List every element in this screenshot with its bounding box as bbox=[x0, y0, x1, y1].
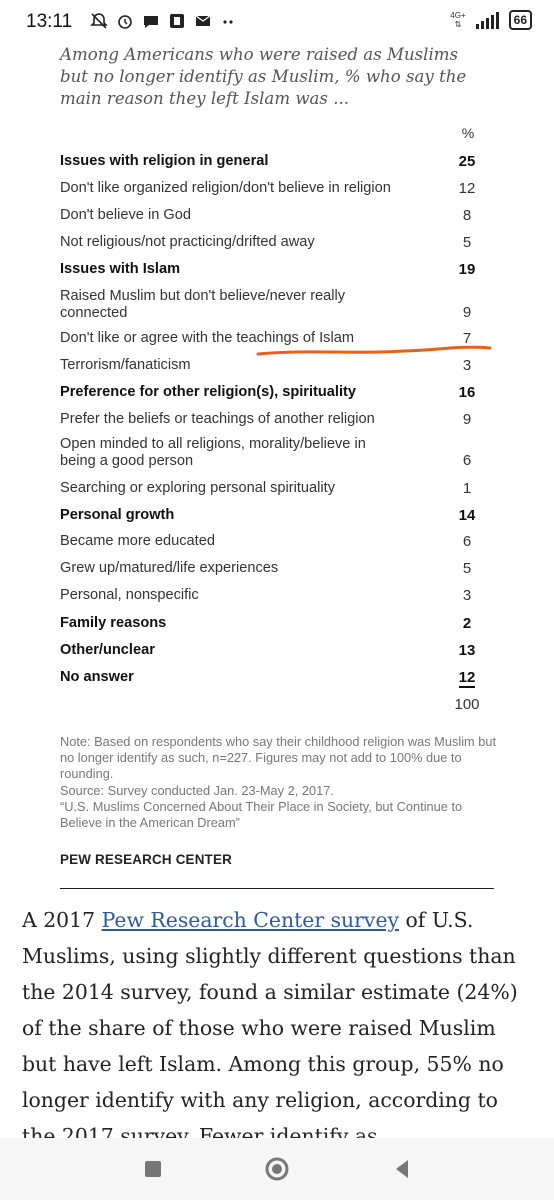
row-value: 14 bbox=[458, 507, 476, 524]
percent-header: % bbox=[461, 125, 475, 141]
total-value: 100 bbox=[454, 696, 480, 713]
network-indicator: 4G+ ⇅ bbox=[450, 11, 466, 29]
recent-apps-icon[interactable] bbox=[140, 1156, 166, 1182]
row-value: 2 bbox=[462, 615, 472, 632]
row-label: Open minded to all religions, morality/b… bbox=[60, 436, 366, 469]
row-label: Not religious/not practicing/drifted awa… bbox=[60, 234, 315, 250]
row-label: Family reasons bbox=[60, 615, 167, 631]
row-value: 12 bbox=[450, 669, 484, 688]
row-value: 6 bbox=[462, 533, 472, 550]
chat-bubble-icon bbox=[144, 16, 158, 28]
row-value: 8 bbox=[462, 207, 472, 224]
row-label: Issues with Islam bbox=[60, 261, 181, 277]
row-label: Other/unclear bbox=[60, 642, 155, 658]
row-value: 12 bbox=[458, 180, 476, 197]
bell-off-icon bbox=[90, 13, 108, 29]
row-label: Don't like or agree with the teachings o… bbox=[60, 330, 354, 346]
row-value: 13 bbox=[458, 642, 476, 659]
figure-note: Note: Based on respondents who say their… bbox=[60, 734, 500, 831]
row-label: Prefer the beliefs or teachings of anoth… bbox=[60, 411, 375, 427]
row-value: 9 bbox=[462, 411, 472, 428]
row-value: 5 bbox=[462, 234, 472, 251]
row-value: 9 bbox=[462, 304, 472, 321]
row-value: 6 bbox=[462, 452, 472, 469]
divider bbox=[60, 888, 494, 889]
row-value: 3 bbox=[462, 587, 472, 604]
report-title: “U.S. Muslims Concerned About Their Plac… bbox=[60, 798, 463, 831]
row-label: Don't believe in God bbox=[60, 207, 191, 223]
row-label: Don't like organized religion/don't beli… bbox=[60, 180, 391, 196]
status-time: 13:11 bbox=[26, 11, 73, 32]
row-value: 3 bbox=[462, 357, 472, 374]
signal-strength-icon bbox=[475, 11, 499, 29]
navigation-bar bbox=[0, 1138, 554, 1200]
row-label: Issues with religion in general bbox=[60, 153, 269, 169]
home-icon[interactable] bbox=[264, 1156, 290, 1182]
battery-icon: 66 bbox=[508, 10, 532, 30]
article-paragraph: A 2017 Pew Research Center survey of U.S… bbox=[22, 902, 532, 1138]
row-value: 16 bbox=[458, 384, 476, 401]
system-status: 4G+ ⇅ 66 bbox=[450, 10, 532, 30]
alarm-icon bbox=[118, 15, 132, 29]
row-label: Grew up/matured/life experiences bbox=[60, 560, 279, 576]
row-value: 7 bbox=[462, 330, 472, 347]
app-notification-icon bbox=[170, 14, 184, 28]
more-dots-icon bbox=[223, 20, 233, 24]
row-label: Preference for other religion(s), spirit… bbox=[60, 384, 356, 400]
row-label: Terrorism/fanaticism bbox=[60, 357, 191, 373]
status-bar: 13:11 4G+ ⇅ 66 bbox=[0, 0, 554, 44]
back-icon[interactable] bbox=[390, 1156, 416, 1182]
mail-icon bbox=[195, 15, 211, 26]
row-label: Searching or exploring personal spiritua… bbox=[60, 480, 335, 496]
pew-brand: PEW RESEARCH CENTER bbox=[60, 852, 232, 867]
row-label: Became more educated bbox=[60, 533, 215, 549]
row-label: No answer bbox=[60, 669, 134, 685]
row-label: Personal, nonspecific bbox=[60, 587, 199, 603]
pew-survey-link[interactable]: Pew Research Center survey bbox=[101, 908, 400, 932]
figure-subtitle: Among Americans who were raised as Musli… bbox=[60, 45, 467, 108]
row-value-underlined: 12 bbox=[458, 669, 476, 688]
note-text: Note: Based on respondents who say their… bbox=[60, 734, 497, 782]
article-text-rest: of U.S. Muslims, using slightly differen… bbox=[22, 908, 518, 1138]
article-text-start: A 2017 bbox=[22, 908, 102, 932]
row-label: Raised Muslim but don't believe/never re… bbox=[60, 288, 346, 321]
row-label: Personal growth bbox=[60, 507, 175, 523]
row-value: 5 bbox=[462, 560, 472, 577]
source-text: Source: Survey conducted Jan. 23-May 2, … bbox=[60, 782, 334, 798]
row-value: 1 bbox=[462, 480, 472, 497]
row-value: 25 bbox=[458, 153, 476, 170]
notification-icons bbox=[90, 12, 238, 30]
row-value: 19 bbox=[458, 261, 476, 278]
